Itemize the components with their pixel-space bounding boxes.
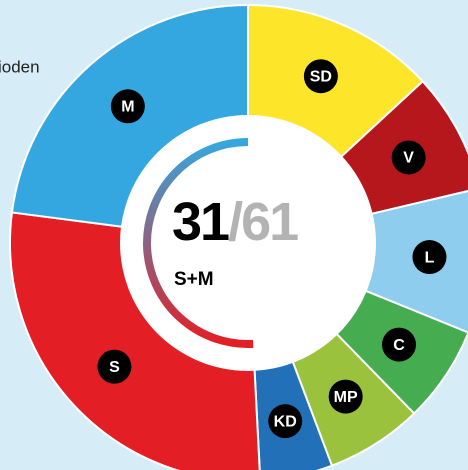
segment-label: MP	[334, 389, 358, 406]
annotation: ioden	[0, 57, 40, 76]
segment-label: C	[393, 337, 405, 354]
label-badge	[97, 349, 132, 384]
segment-label: KD	[274, 413, 297, 430]
segment-label: V	[403, 150, 414, 167]
label-badge	[110, 89, 145, 124]
center-label: S+M	[174, 269, 214, 290]
segment-label: SD	[310, 68, 332, 85]
label-badge	[268, 404, 303, 439]
segment-label: L	[425, 249, 435, 266]
segment-label: S	[109, 359, 120, 376]
majority-arc	[143, 138, 254, 348]
center-disc	[120, 115, 376, 371]
center-total: /61	[228, 192, 298, 252]
segment-label: M	[121, 99, 134, 116]
label-badge	[328, 379, 363, 414]
label-badge	[303, 59, 338, 94]
center-value: 31	[172, 192, 229, 252]
label-badge	[412, 240, 447, 275]
label-badge	[391, 140, 426, 175]
label-badge	[382, 327, 417, 362]
center-figure: 31/61	[172, 192, 298, 252]
